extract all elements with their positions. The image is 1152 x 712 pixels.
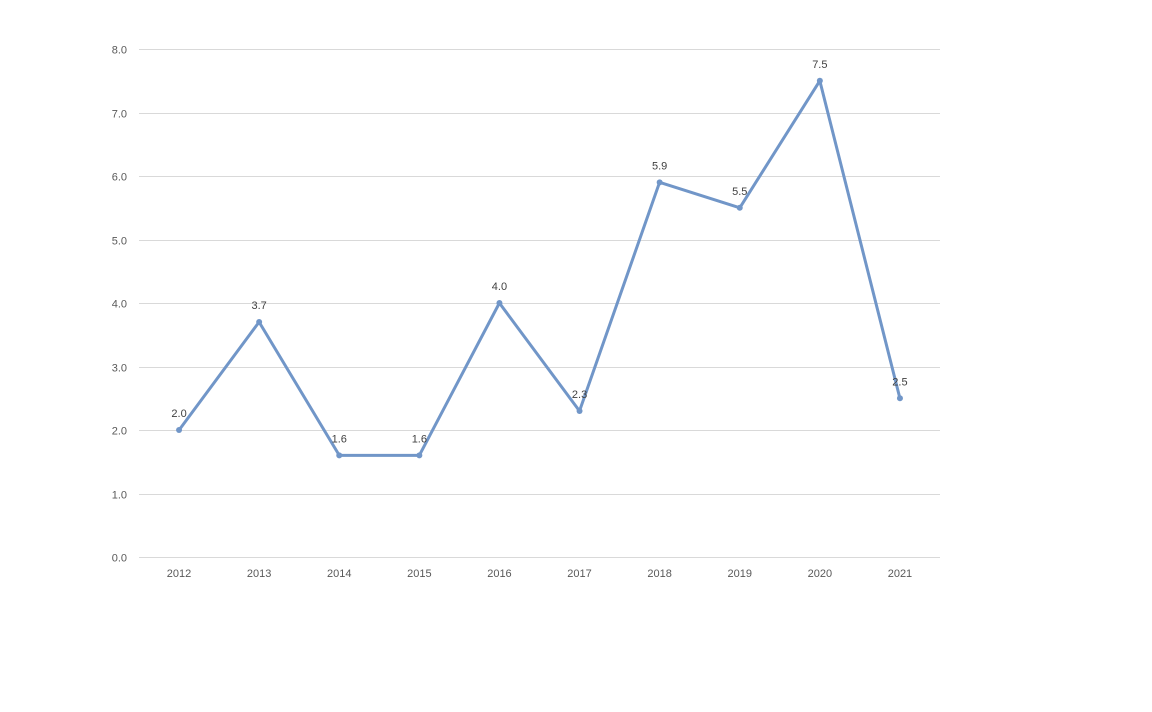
- data-point: [896, 395, 903, 402]
- y-tick-label: 7.0: [112, 109, 127, 121]
- data-label: 5.9: [652, 160, 667, 172]
- y-tick-label: 8.0: [112, 45, 127, 57]
- data-label: 2.0: [171, 408, 186, 420]
- x-tick-label: 2017: [567, 568, 591, 580]
- x-tick-label: 2018: [647, 568, 671, 580]
- gridlines: [139, 49, 940, 558]
- data-point: [416, 452, 423, 459]
- data-label: 5.5: [732, 186, 747, 198]
- y-tick-label: 5.0: [112, 236, 127, 248]
- x-tick-label: 2016: [487, 568, 511, 580]
- data-point: [496, 300, 503, 306]
- y-tick-label: 4.0: [112, 299, 127, 311]
- y-tick-label: 3.0: [112, 363, 127, 375]
- data-label: 1.6: [332, 433, 347, 445]
- data-point: [256, 319, 263, 326]
- data-point: [736, 204, 743, 211]
- x-tick-label: 2014: [327, 568, 351, 580]
- data-label: 2.5: [892, 376, 907, 388]
- data-point: [336, 452, 343, 459]
- data-point: [576, 407, 583, 414]
- data-label: 1.6: [412, 433, 427, 445]
- y-tick-label: 0.0: [112, 553, 127, 565]
- x-tick-label: 2021: [888, 568, 912, 580]
- x-tick-label: 2015: [407, 568, 431, 580]
- series-line: [177, 79, 902, 457]
- y-tick-label: 6.0: [112, 172, 127, 184]
- data-point: [176, 427, 183, 433]
- data-labels: 2.0 3.7 1.6 1.6 4.0 2.3 5.9 5.5 7.5 2.5: [171, 59, 907, 446]
- x-tick-label: 2019: [728, 568, 752, 580]
- data-label: 4.0: [492, 281, 507, 293]
- x-tick-label: 2013: [247, 568, 271, 580]
- y-tick-label: 1.0: [112, 490, 127, 502]
- data-label: 7.5: [812, 59, 827, 71]
- series-layer: [176, 77, 903, 459]
- data-label: 2.3: [572, 389, 587, 401]
- data-point: [816, 77, 823, 84]
- y-tick-label: 2.0: [112, 426, 127, 438]
- data-label: 3.7: [252, 300, 267, 312]
- x-tick-label: 2012: [167, 568, 191, 580]
- y-axis-tick-labels: 0.0 1.0 2.0 3.0 4.0 5.0 6.0 7.0 8.0: [112, 45, 127, 565]
- data-point: [656, 179, 663, 186]
- x-axis-tick-labels: 2012 2013 2014 2015 2016 2017 2018 2019 2020 2021: [167, 568, 912, 580]
- x-tick-label: 2020: [808, 568, 832, 580]
